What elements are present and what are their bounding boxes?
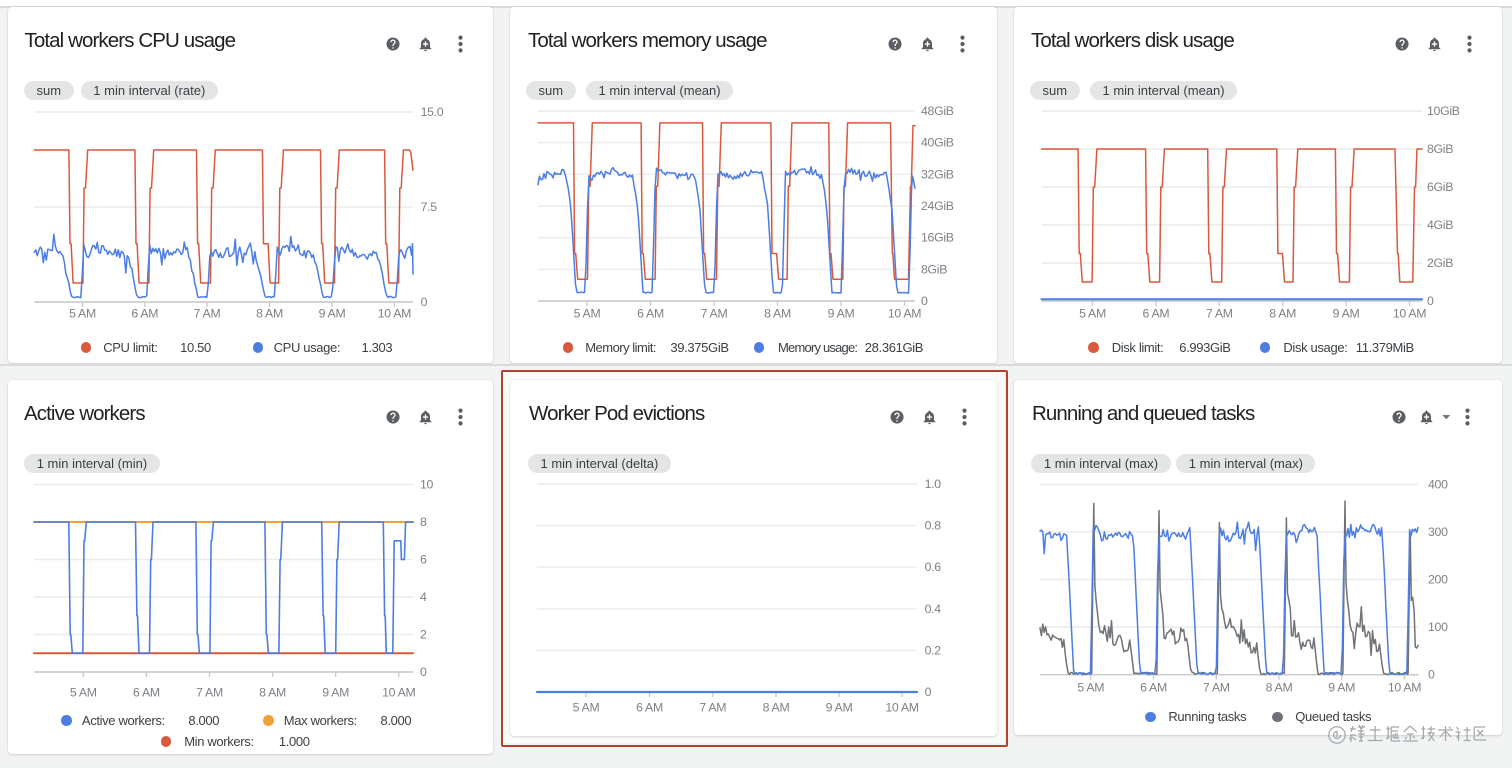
- svg-text:9 AM: 9 AM: [319, 307, 346, 321]
- svg-text:10 AM: 10 AM: [1388, 681, 1421, 695]
- svg-text:8GiB: 8GiB: [1427, 142, 1453, 156]
- svg-text:9 AM: 9 AM: [322, 686, 349, 700]
- svg-text:10 AM: 10 AM: [382, 686, 415, 700]
- svg-text:0.8: 0.8: [925, 519, 942, 533]
- svg-text:0: 0: [1428, 668, 1435, 682]
- svg-text:5 AM: 5 AM: [70, 686, 97, 700]
- svg-text:4GiB: 4GiB: [1427, 218, 1453, 232]
- svg-text:8 AM: 8 AM: [1269, 307, 1296, 321]
- svg-text:8: 8: [420, 515, 427, 529]
- svg-text:200: 200: [1428, 573, 1448, 587]
- svg-text:6 AM: 6 AM: [636, 701, 663, 715]
- svg-text:6 AM: 6 AM: [1140, 681, 1167, 695]
- svg-text:7 AM: 7 AM: [196, 686, 223, 700]
- svg-text:6GiB: 6GiB: [1427, 180, 1453, 194]
- svg-text:0: 0: [421, 295, 428, 309]
- svg-text:32GiB: 32GiB: [921, 167, 954, 181]
- svg-text:10: 10: [420, 478, 434, 492]
- svg-text:6 AM: 6 AM: [1142, 307, 1169, 321]
- svg-text:0: 0: [925, 685, 932, 699]
- svg-text:24GiB: 24GiB: [921, 199, 954, 213]
- svg-text:300: 300: [1428, 525, 1448, 539]
- svg-text:6 AM: 6 AM: [131, 307, 158, 321]
- svg-text:7.5: 7.5: [421, 200, 438, 214]
- svg-text:0.6: 0.6: [925, 560, 942, 574]
- svg-text:9 AM: 9 AM: [826, 701, 853, 715]
- svg-text:48GiB: 48GiB: [921, 104, 954, 118]
- svg-text:4: 4: [420, 590, 427, 604]
- svg-text:10 AM: 10 AM: [378, 307, 411, 321]
- svg-text:7 AM: 7 AM: [194, 307, 221, 321]
- svg-text:10 AM: 10 AM: [885, 701, 918, 715]
- svg-text:1.0: 1.0: [925, 477, 942, 491]
- svg-text:5 AM: 5 AM: [1077, 681, 1104, 695]
- svg-text:8GiB: 8GiB: [921, 262, 947, 276]
- svg-text:100: 100: [1428, 620, 1448, 634]
- svg-text:8 AM: 8 AM: [1266, 681, 1293, 695]
- svg-text:9 AM: 9 AM: [1328, 681, 1355, 695]
- svg-text:16GiB: 16GiB: [921, 231, 954, 245]
- svg-text:7 AM: 7 AM: [701, 307, 728, 321]
- svg-text:7 AM: 7 AM: [1203, 681, 1230, 695]
- svg-text:15.0: 15.0: [421, 105, 444, 119]
- svg-text:0: 0: [921, 294, 928, 308]
- svg-text:5 AM: 5 AM: [574, 307, 601, 321]
- svg-text:5 AM: 5 AM: [69, 307, 96, 321]
- svg-text:8 AM: 8 AM: [764, 307, 791, 321]
- svg-text:8 AM: 8 AM: [256, 307, 283, 321]
- svg-text:0.4: 0.4: [925, 602, 942, 616]
- svg-text:9 AM: 9 AM: [828, 307, 855, 321]
- svg-text:5 AM: 5 AM: [573, 701, 600, 715]
- svg-text:0.2: 0.2: [925, 643, 942, 657]
- svg-text:40GiB: 40GiB: [921, 136, 954, 150]
- svg-text:6: 6: [420, 553, 427, 567]
- svg-text:0: 0: [420, 665, 427, 679]
- svg-text:2GiB: 2GiB: [1427, 256, 1453, 270]
- svg-text:7 AM: 7 AM: [1206, 307, 1233, 321]
- svg-text:8 AM: 8 AM: [259, 686, 286, 700]
- svg-text:400: 400: [1428, 478, 1448, 492]
- svg-text:10 AM: 10 AM: [888, 307, 921, 321]
- svg-text:0: 0: [1427, 294, 1434, 308]
- svg-text:6 AM: 6 AM: [637, 307, 664, 321]
- svg-text:2: 2: [420, 628, 427, 642]
- svg-text:10 AM: 10 AM: [1393, 307, 1426, 321]
- svg-text:7 AM: 7 AM: [699, 701, 726, 715]
- svg-text:8 AM: 8 AM: [763, 701, 790, 715]
- svg-text:9 AM: 9 AM: [1333, 307, 1360, 321]
- svg-text:10GiB: 10GiB: [1427, 104, 1460, 118]
- svg-text:5 AM: 5 AM: [1079, 307, 1106, 321]
- svg-text:6 AM: 6 AM: [133, 686, 160, 700]
